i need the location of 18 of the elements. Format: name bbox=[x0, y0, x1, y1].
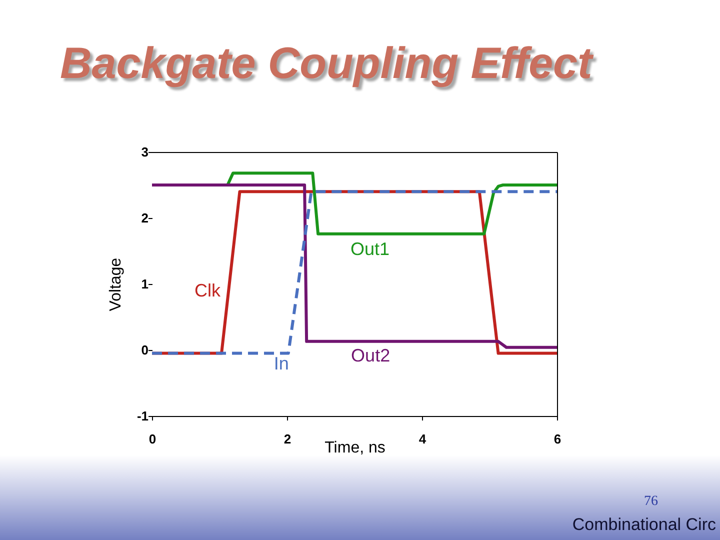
text: 76 bbox=[643, 494, 659, 510]
series-label: Out2 bbox=[351, 345, 390, 366]
series-label: Out1 bbox=[350, 238, 390, 259]
line-series bbox=[226, 172, 558, 236]
series-label: In bbox=[274, 353, 289, 374]
y-tick-label: -1 bbox=[136, 408, 148, 424]
y-axis-title: Voltage bbox=[108, 258, 124, 312]
x-axis-title: Time, ns bbox=[324, 440, 386, 456]
series-label: Clk bbox=[194, 280, 222, 300]
y-tick-label: 0 bbox=[141, 342, 148, 358]
x-tick-label: 4 bbox=[418, 432, 427, 446]
y-tick-label: 1 bbox=[141, 276, 148, 292]
x-tick-label: 2 bbox=[284, 432, 292, 446]
y-tick-label: 3 bbox=[141, 144, 148, 160]
y-tick-label: 2 bbox=[141, 210, 148, 226]
x-tick-label: 6 bbox=[554, 432, 562, 446]
text: Combinational Circ bbox=[572, 515, 716, 535]
chart-title: Backgate Coupling Effect bbox=[60, 39, 592, 88]
